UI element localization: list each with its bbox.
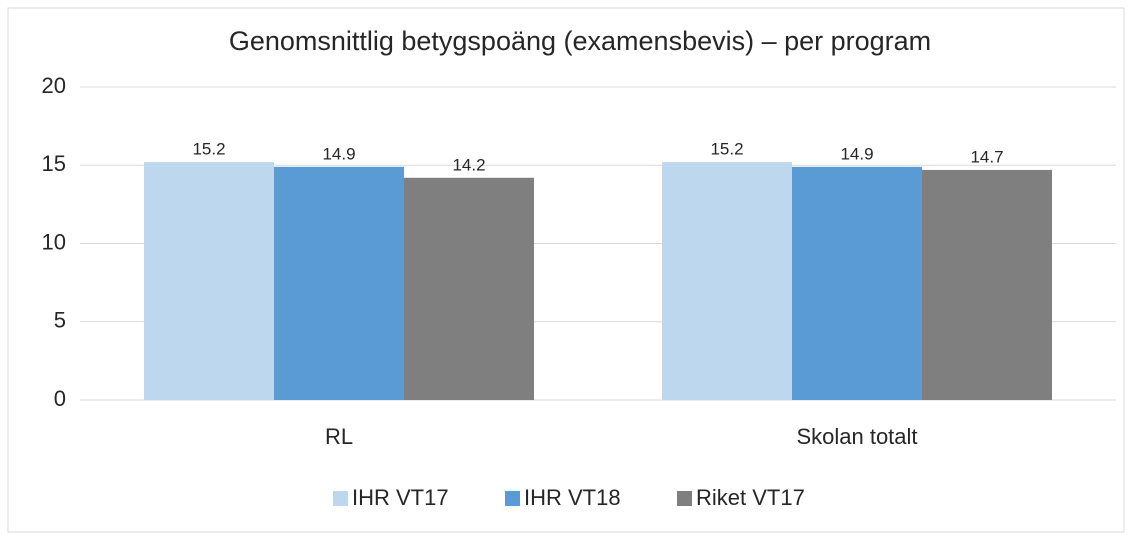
chart-title: Genomsnittlig betygspoäng (examensbevis)… (229, 26, 931, 56)
y-tick-label: 0 (54, 386, 66, 411)
y-tick-label: 5 (54, 308, 66, 333)
data-label: 15.2 (710, 140, 743, 159)
data-label: 14.7 (970, 147, 1003, 166)
x-tick-label: Skolan totalt (796, 424, 917, 449)
data-label: 15.2 (192, 140, 225, 159)
y-tick-label: 20 (42, 73, 66, 98)
y-tick-label: 10 (42, 229, 66, 254)
bar (144, 162, 274, 400)
x-tick-label: RL (325, 424, 353, 449)
bar (922, 169, 1052, 400)
bar (274, 166, 404, 400)
legend-label: Riket VT17 (696, 485, 805, 510)
legend-swatch (505, 491, 520, 506)
bar (792, 166, 922, 400)
y-tick-label: 15 (42, 151, 66, 176)
legend-swatch (333, 491, 348, 506)
bar (662, 162, 792, 400)
legend-swatch (677, 491, 692, 506)
bar (404, 177, 534, 400)
data-label: 14.9 (840, 144, 873, 163)
legend-label: IHR VT18 (524, 485, 621, 510)
data-label: 14.2 (452, 155, 485, 174)
data-label: 14.9 (322, 144, 355, 163)
legend-label: IHR VT17 (352, 485, 449, 510)
